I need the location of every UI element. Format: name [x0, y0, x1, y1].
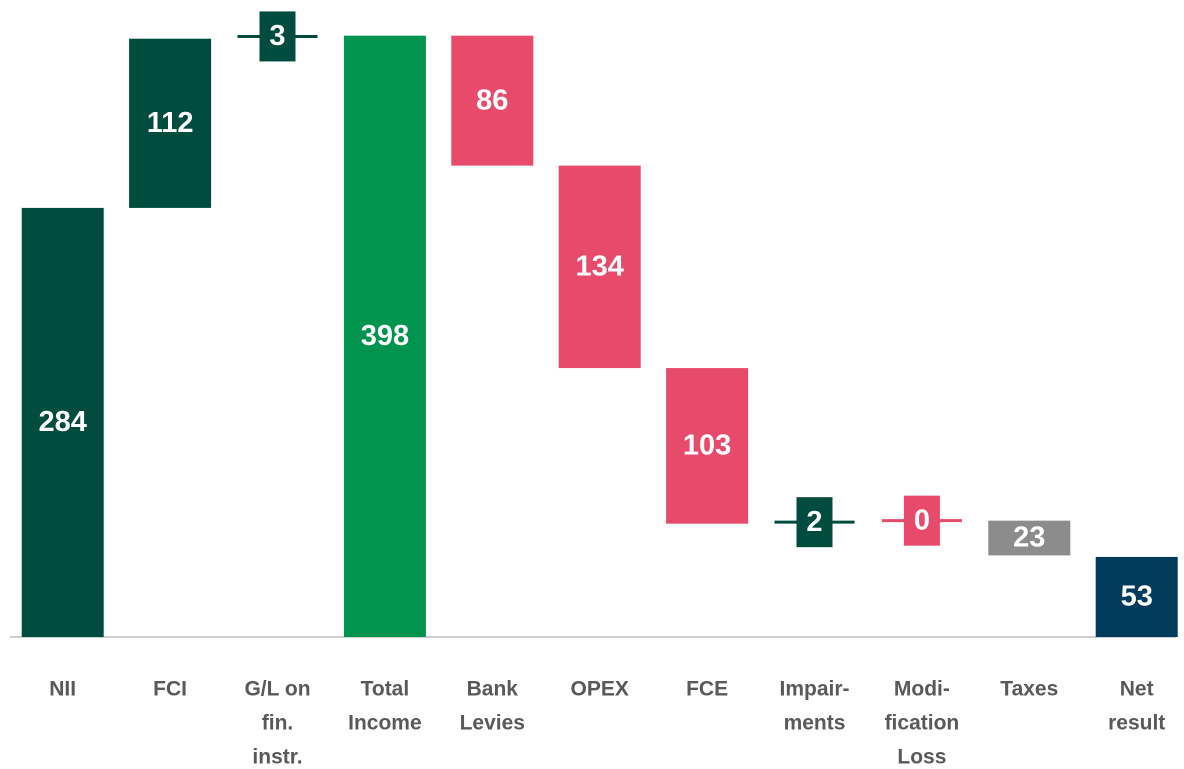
value-label: 86 [476, 84, 508, 116]
x-tick-label: Bank [467, 678, 519, 701]
bar [558, 165, 641, 369]
x-tick-label: ments [784, 712, 846, 735]
x-tick-label: G/L on [244, 678, 310, 701]
value-label: 134 [576, 250, 624, 282]
value-label: 2 [806, 506, 822, 538]
x-tick-label: fication [885, 712, 960, 735]
value-label: 112 [147, 107, 194, 139]
bar [343, 35, 426, 638]
value-label: 0 [914, 504, 930, 536]
value-label: 284 [39, 406, 87, 438]
x-tick-label: Net [1120, 678, 1154, 701]
bar [21, 207, 104, 638]
bar [1095, 556, 1178, 637]
x-tick-label: Modi- [894, 678, 950, 701]
x-tick-label: Total [361, 678, 410, 701]
x-tick-label: Impair- [779, 678, 849, 701]
value-label-box [796, 497, 833, 548]
x-tick-label: FCI [153, 678, 187, 701]
x-tick-label: Income [348, 712, 422, 735]
x-tick-label: Levies [460, 712, 525, 735]
value-label-box [903, 495, 940, 546]
bar [666, 368, 749, 524]
x-tick-label: FCE [686, 678, 728, 701]
x-tick-label: result [1108, 712, 1165, 735]
x-tick-label: fin. [262, 712, 294, 735]
bar [988, 520, 1071, 556]
x-tick-label: Taxes [1000, 678, 1058, 701]
bar [451, 35, 534, 166]
x-tick-label: instr. [252, 746, 302, 769]
value-label-box [259, 11, 296, 62]
bar [129, 38, 212, 208]
x-tick-label: NII [49, 678, 76, 701]
value-label: 398 [361, 320, 409, 352]
x-tick-label: Loss [897, 746, 946, 769]
x-tick-label: OPEX [571, 678, 629, 701]
value-label: 103 [683, 430, 731, 462]
value-label: 23 [1013, 522, 1045, 554]
value-label: 53 [1121, 581, 1153, 613]
value-label: 3 [269, 20, 285, 52]
